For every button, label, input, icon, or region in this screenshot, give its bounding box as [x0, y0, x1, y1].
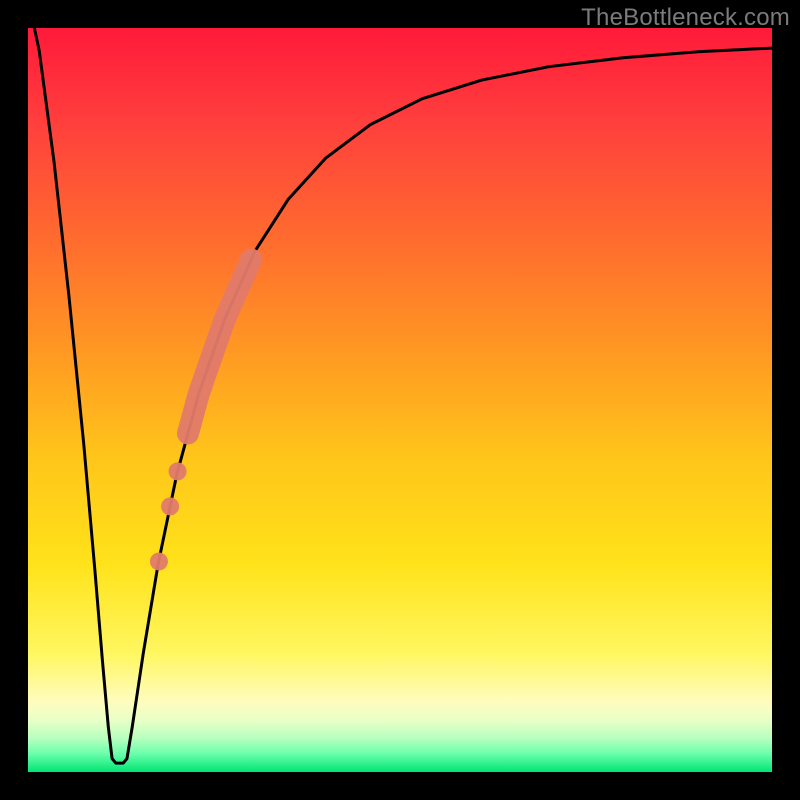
highlight-dot — [150, 552, 168, 570]
plot-background — [28, 28, 772, 772]
highlight-dot — [169, 462, 187, 480]
watermark-text: TheBottleneck.com — [581, 4, 790, 32]
highlight-dot — [161, 497, 179, 515]
chart-svg — [0, 0, 800, 800]
chart-root: TheBottleneck.com — [0, 0, 800, 800]
